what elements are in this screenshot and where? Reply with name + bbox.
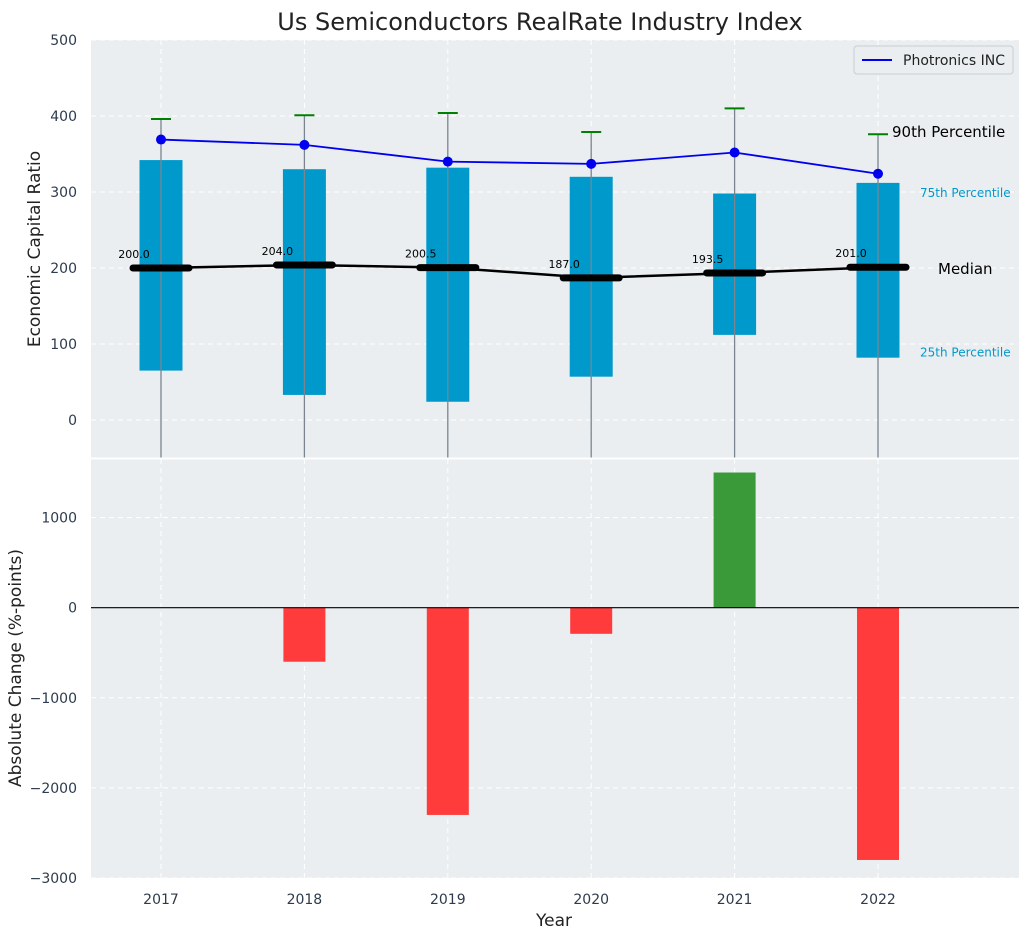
change-bar [426,607,469,815]
change-bar [713,472,756,608]
bottom-y-tick-label: −1000 [30,691,77,707]
series-point [299,139,310,150]
x-tick-label: 2017 [143,892,179,908]
median-annotation: Median [938,260,993,278]
series-line-photronics [160,138,879,175]
bottom-y-tick-label: −3000 [30,871,77,887]
top-y-tick-label: 400 [50,109,77,125]
legend-label: Photronics INC [903,53,1005,69]
change-bar [570,607,613,634]
bottom-y-axis-title: Absolute Change (%-points) [6,549,26,787]
x-tick-label: 2020 [573,892,609,908]
top-y-tick-label: 0 [68,413,77,429]
legend: Photronics INC [853,45,1014,75]
bottom-panel: −3000 −2000 −1000 0 1000 2017 2018 2019 2020 2021… [30,457,1019,908]
series-point [586,158,597,169]
x-tick-label: 2018 [287,892,323,908]
median-value-label: 187.0 [548,258,580,271]
median-value-label: 200.0 [118,248,150,261]
series-point [442,156,453,167]
x-axis-title: Year [535,911,572,931]
median-value-label: 201.0 [835,247,867,260]
series-point [729,147,740,158]
bottom-y-tick-label: 1000 [41,511,77,527]
legend-box [853,45,1014,75]
x-tick-label: 2019 [430,892,466,908]
x-tick-label: 2021 [717,892,753,908]
median-value-label: 204.0 [262,245,294,258]
median-value-label: 200.5 [405,248,437,261]
chart-title: Us Semiconductors RealRate Industry Inde… [277,8,802,36]
change-bar [283,607,326,662]
bottom-y-tick-label: −2000 [30,781,77,797]
p25-annotation: 25th Percentile [920,346,1011,360]
bottom-y-tick-label: 0 [68,601,77,617]
top-y-axis-title: Economic Capital Ratio [25,151,45,347]
top-panel: 0 100 200 300 400 500 200.0 204.0 200.5 187.0 193.… [50,33,1019,458]
series-point [873,168,883,179]
p75-annotation: 75th Percentile [920,186,1011,200]
series-point [156,134,166,145]
top-y-tick-label: 500 [50,33,77,49]
x-tick-label: 2022 [860,892,896,908]
top-y-tick-label: 200 [50,261,77,277]
top-y-tick-label: 300 [50,185,77,201]
p90-annotation: 90th Percentile [892,123,1005,141]
change-bar [857,607,899,860]
top-y-tick-label: 100 [50,337,77,353]
median-value-label: 193.5 [692,253,724,266]
